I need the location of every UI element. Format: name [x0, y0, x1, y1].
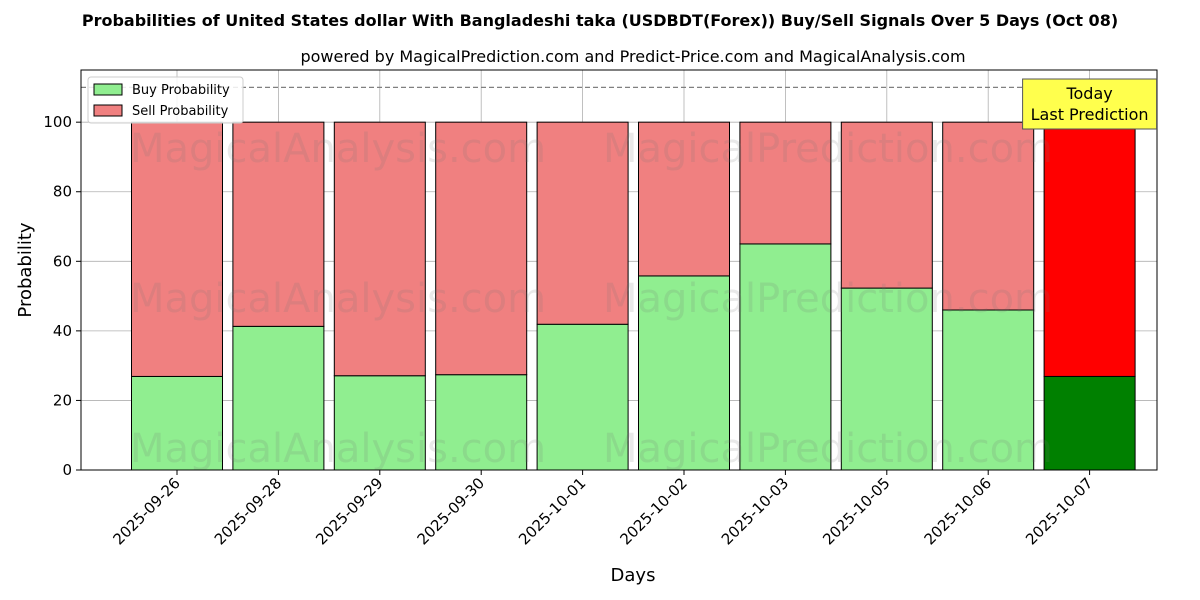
legend-box [87, 76, 244, 124]
chart-subtitle: powered by MagicalPrediction.com and Pre… [300, 47, 965, 66]
chart-title: Probabilities of United States dollar Wi… [82, 11, 1118, 30]
buy-bar [942, 309, 1035, 471]
buy-bar [739, 243, 832, 471]
legend: Buy Probability Sell Probability [87, 76, 244, 124]
sell-bar [1043, 121, 1136, 377]
watermark: MagicalAnalysis.com [130, 276, 546, 322]
watermarks: MagicalAnalysis.com MagicalPrediction.com… [130, 126, 1053, 472]
y-tick-label: 60 [53, 252, 72, 270]
y-tick-label: 20 [53, 391, 72, 409]
buy-bar [536, 323, 629, 471]
watermark: MagicalAnalysis.com [130, 126, 546, 172]
sell-bar [536, 121, 629, 325]
sell-bar [333, 121, 426, 377]
watermark: MagicalPrediction.com [603, 276, 1053, 322]
today-annotation: Today Last Prediction [1022, 78, 1158, 130]
sell-bar [131, 121, 223, 377]
buy-bar [232, 325, 325, 471]
today-box [1022, 78, 1158, 130]
legend-label: Buy Probability [132, 83, 230, 98]
sell-bar [942, 121, 1035, 311]
buy-bar [333, 375, 426, 471]
sell-bar [739, 121, 832, 245]
sell-bar [232, 121, 325, 327]
legend-swatch [93, 83, 123, 96]
y-axis-label: Probability [15, 222, 36, 317]
buy-bar [435, 374, 528, 471]
sell-bar [435, 121, 528, 376]
y-tick-label: 0 [62, 461, 72, 479]
legend-label: Sell Probability [132, 104, 229, 119]
sell-bar [638, 121, 730, 277]
watermark: MagicalPrediction.com [603, 426, 1053, 472]
watermark: MagicalPrediction.com [603, 126, 1053, 172]
x-axis-label: Days [611, 565, 656, 586]
plot-frame [80, 69, 1158, 471]
y-tick-label: 100 [43, 113, 72, 131]
bars [131, 121, 1136, 471]
today-label: Today [1065, 84, 1112, 103]
y-tick-label: 80 [53, 183, 72, 201]
buy-bar [1043, 375, 1136, 471]
y-axis: 0 20 40 60 80 100 [43, 113, 81, 479]
sell-bar [840, 121, 933, 289]
legend-swatch [93, 104, 123, 117]
today-label: Last Prediction [1031, 105, 1149, 124]
buy-bar [638, 275, 730, 471]
watermark: MagicalAnalysis.com [130, 426, 546, 472]
y-tick-label: 40 [53, 322, 72, 340]
